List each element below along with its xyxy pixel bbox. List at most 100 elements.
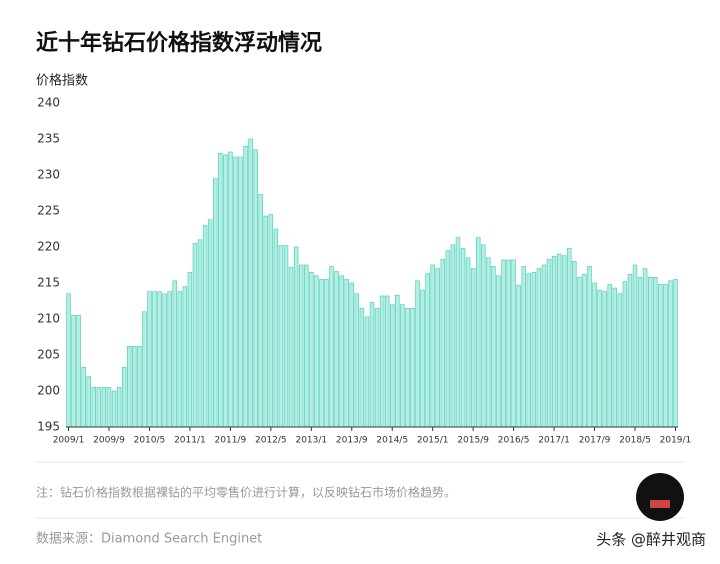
bar (572, 261, 577, 428)
bar (127, 346, 132, 428)
x-tick-label: 2018/5 (619, 436, 651, 446)
bar (617, 293, 623, 428)
bar (556, 253, 562, 428)
bar (121, 366, 127, 428)
bar (501, 259, 506, 428)
bar (450, 244, 456, 428)
bar (551, 256, 557, 428)
bar (602, 291, 607, 428)
bar (177, 291, 183, 428)
bar (637, 276, 643, 428)
y-tick-label: 210 (37, 312, 60, 326)
y-tick-label: 215 (37, 276, 60, 290)
bar (207, 219, 213, 428)
bar (627, 274, 633, 428)
bar (607, 284, 612, 428)
bar (597, 289, 602, 428)
bar (96, 387, 102, 428)
bar (218, 153, 223, 428)
bar (137, 346, 142, 428)
bar (526, 273, 532, 428)
y-axis-label: 价格指数 (36, 73, 88, 89)
bar (248, 138, 253, 428)
bar (622, 281, 628, 428)
x-tick-label: 2016/5 (498, 436, 530, 446)
bar (658, 284, 663, 428)
bar (384, 295, 390, 428)
bar (359, 307, 365, 428)
bar (258, 194, 263, 428)
bar (162, 293, 167, 428)
bar (309, 271, 314, 428)
bar (587, 266, 592, 428)
bar (491, 266, 496, 428)
bar (182, 286, 188, 428)
bar (435, 268, 440, 428)
x-tick-label: 2012/5 (255, 436, 287, 446)
bar (253, 149, 258, 428)
bar (663, 284, 668, 428)
bar (516, 284, 521, 428)
bar (334, 271, 339, 428)
bar (349, 282, 354, 428)
avatar (636, 473, 684, 521)
bar (111, 390, 117, 428)
x-tick-label: 2015/1 (417, 436, 449, 446)
bar (172, 280, 177, 428)
bar (76, 315, 81, 428)
bar (91, 387, 97, 428)
x-tick-label: 2014/5 (376, 436, 408, 446)
watermark: 头条 @醉井观商 (596, 531, 706, 549)
y-tick-label: 235 (37, 132, 60, 146)
bar (481, 244, 486, 428)
bar (157, 291, 162, 428)
y-tick-label: 200 (37, 384, 60, 398)
bar (577, 276, 582, 428)
bar (314, 275, 319, 428)
y-tick-label: 240 (37, 96, 60, 110)
bar (132, 346, 137, 428)
bar (475, 237, 481, 428)
bar (101, 387, 107, 428)
x-tick-label: 2011/9 (215, 436, 247, 446)
bar (238, 156, 243, 428)
bar (329, 266, 334, 428)
bar (81, 366, 86, 428)
bar (278, 245, 284, 428)
bar (354, 293, 360, 428)
bar (632, 264, 638, 428)
bar (455, 237, 461, 428)
x-tick-label: 2010/5 (134, 436, 166, 446)
x-tick-label: 2017/1 (538, 436, 570, 446)
bar (187, 271, 193, 428)
bar (405, 307, 410, 428)
y-tick-label: 225 (37, 204, 60, 218)
bar (415, 280, 420, 428)
bar (71, 315, 76, 428)
bar (268, 214, 274, 428)
chart-title: 近十年钻石价格指数浮动情况 (36, 30, 322, 56)
bar (400, 304, 405, 428)
bar (592, 282, 597, 428)
x-tick-label: 2019/1 (660, 436, 692, 446)
bar (152, 291, 157, 428)
bar (283, 245, 289, 428)
bar (521, 266, 526, 428)
bar (192, 243, 198, 428)
bar (567, 248, 572, 428)
x-tick-label: 2017/9 (579, 436, 611, 446)
bar (263, 215, 269, 428)
bar (142, 311, 147, 428)
x-tick-label: 2013/9 (336, 436, 368, 446)
y-tick-label: 230 (37, 168, 60, 182)
bar (223, 154, 228, 428)
bar (197, 239, 203, 428)
bar (66, 293, 71, 428)
avatar-detail (650, 500, 670, 508)
bar (612, 287, 617, 428)
y-tick-label: 205 (37, 348, 60, 362)
bar (395, 294, 400, 428)
x-tick-label: 2009/1 (53, 436, 85, 446)
bar (531, 271, 537, 428)
